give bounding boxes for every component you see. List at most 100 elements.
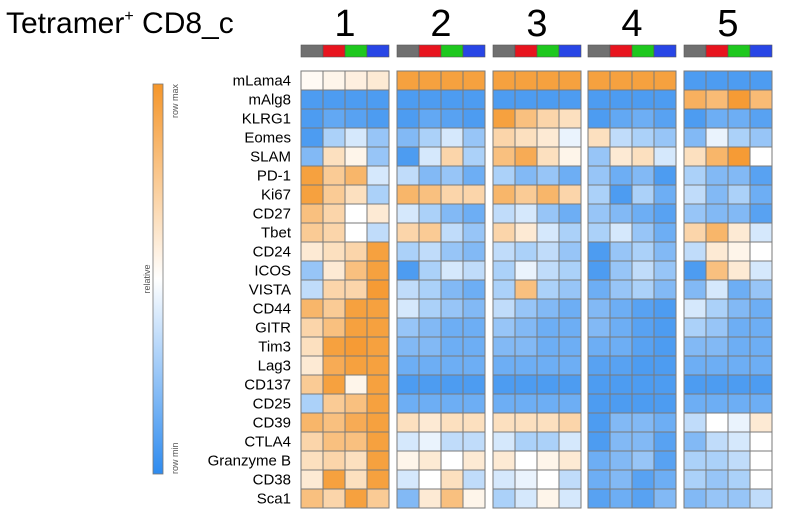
heatmap-cell: [418, 431, 442, 452]
heatmap-cell: [462, 108, 486, 129]
heatmap-cell: [536, 165, 560, 186]
heatmap-cell: [683, 393, 707, 414]
heatmap-cell: [631, 222, 655, 243]
subgroup-bar-3-4: [558, 44, 582, 58]
heatmap-cell: [396, 241, 420, 262]
heatmap-cell: [322, 260, 346, 281]
heatmap-cell: [492, 260, 516, 281]
heatmap-cell: [727, 89, 751, 110]
heatmap-cell: [366, 184, 390, 205]
heatmap-cell: [514, 469, 538, 490]
heatmap-cell: [366, 260, 390, 281]
heatmap-cell: [749, 374, 773, 395]
heatmap-cell: [653, 412, 677, 433]
heatmap-cell: [749, 450, 773, 471]
row-label: ICOS: [254, 263, 291, 280]
heatmap-cell: [558, 279, 582, 300]
heatmap-cell: [558, 146, 582, 167]
heatmap-cell: [587, 70, 611, 91]
heatmap-cell: [366, 70, 390, 91]
heatmap-cell: [366, 355, 390, 376]
heatmap-cell: [418, 260, 442, 281]
heatmap-cell: [536, 279, 560, 300]
heatmap-cell: [492, 298, 516, 319]
subgroup-bar-1-2: [322, 44, 346, 58]
heatmap-cell: [631, 374, 655, 395]
cluster-label-4: 4: [621, 3, 642, 45]
heatmap-cell: [609, 393, 633, 414]
heatmap-cell: [609, 355, 633, 376]
heatmap-cell: [462, 241, 486, 262]
heatmap-cell: [322, 241, 346, 262]
heatmap-cell: [609, 127, 633, 148]
row-label: KLRG1: [242, 111, 291, 128]
heatmap-cell: [558, 184, 582, 205]
heatmap-cell: [727, 203, 751, 224]
subgroup-bar-4-4: [653, 44, 677, 58]
heatmap-cell: [396, 279, 420, 300]
heatmap-cell: [514, 355, 538, 376]
subgroup-bar-1-4: [366, 44, 390, 58]
heatmap-cell: [418, 298, 442, 319]
heatmap-cell: [653, 279, 677, 300]
heatmap-cell: [587, 298, 611, 319]
heatmap-cell: [653, 488, 677, 509]
heatmap-cell: [749, 260, 773, 281]
heatmap-cell: [492, 317, 516, 338]
heatmap-cell: [514, 89, 538, 110]
heatmap-cell: [727, 412, 751, 433]
heatmap-cell: [653, 317, 677, 338]
heatmap-cell: [558, 317, 582, 338]
heatmap-cell: [344, 241, 368, 262]
heatmap-cell: [536, 412, 560, 433]
heatmap-cell: [727, 146, 751, 167]
heatmap-cell: [683, 222, 707, 243]
heatmap-cell: [344, 165, 368, 186]
heatmap-cell: [631, 469, 655, 490]
row-label: CD25: [253, 396, 291, 413]
heatmap-cell: [705, 108, 729, 129]
heatmap-cell: [749, 355, 773, 376]
heatmap-cell: [418, 184, 442, 205]
heatmap-cell: [609, 298, 633, 319]
heatmap-cell: [366, 412, 390, 433]
heatmap-cell: [396, 393, 420, 414]
heatmap-cell: [536, 222, 560, 243]
heatmap-cell: [683, 336, 707, 357]
heatmap-cell: [396, 222, 420, 243]
heatmap-cell: [396, 70, 420, 91]
heatmap-cell: [366, 279, 390, 300]
heatmap-cell: [749, 222, 773, 243]
heatmap-cell: [492, 431, 516, 452]
heatmap-cell: [653, 450, 677, 471]
heatmap-cell: [344, 317, 368, 338]
heatmap-cell: [462, 336, 486, 357]
heatmap-cell: [514, 127, 538, 148]
heatmap-cell: [631, 165, 655, 186]
heatmap-cell: [587, 260, 611, 281]
heatmap-cell: [631, 89, 655, 110]
heatmap-cell: [322, 317, 346, 338]
heatmap-cell: [653, 393, 677, 414]
heatmap-cell: [705, 469, 729, 490]
heatmap-cell: [705, 127, 729, 148]
heatmap-cell: [344, 260, 368, 281]
heatmap-cell: [609, 165, 633, 186]
heatmap-cell: [683, 279, 707, 300]
heatmap-cell: [462, 89, 486, 110]
heatmap-cell: [587, 450, 611, 471]
heatmap-cell: [440, 241, 464, 262]
heatmap-cell: [749, 127, 773, 148]
row-label: Ki67: [261, 187, 291, 204]
heatmap-cell: [300, 184, 324, 205]
heatmap-cell: [705, 70, 729, 91]
heatmap-cell: [440, 222, 464, 243]
heatmap-cell: [418, 108, 442, 129]
heatmap-cell: [558, 469, 582, 490]
heatmap-cell: [462, 374, 486, 395]
heatmap-cell: [609, 317, 633, 338]
heatmap-cell: [418, 241, 442, 262]
heatmap-cell: [705, 317, 729, 338]
heatmap-cell: [727, 469, 751, 490]
heatmap-cell: [514, 393, 538, 414]
